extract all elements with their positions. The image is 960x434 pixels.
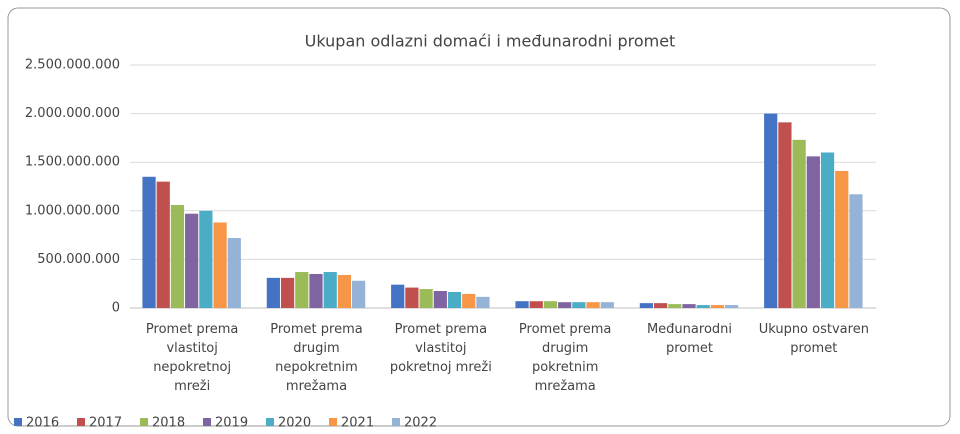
bar	[142, 176, 156, 308]
bar	[778, 122, 792, 309]
legend-label: 2018	[152, 416, 185, 431]
bar	[185, 213, 199, 308]
bar	[792, 139, 806, 308]
chart-title: Ukupan odlazni domaći i međunarodni prom…	[305, 32, 676, 51]
bar	[419, 289, 433, 308]
bar	[433, 290, 447, 308]
bar	[227, 238, 241, 308]
bar	[476, 296, 490, 308]
x-tick-label: Ukupno ostvaren promet	[758, 322, 869, 356]
bar	[280, 277, 295, 308]
bar	[820, 152, 835, 308]
legend-swatch	[329, 418, 337, 426]
bar	[515, 301, 529, 308]
bar	[337, 274, 352, 308]
x-tick-label: Promet prema drugim nepokretnim mrežama	[270, 322, 363, 394]
bar	[696, 305, 710, 308]
legend-swatch	[266, 418, 274, 426]
bar	[213, 222, 227, 308]
legend-label: 2022	[404, 416, 437, 431]
bar	[710, 305, 725, 308]
legend-swatch	[77, 418, 85, 426]
legend-label: 2021	[341, 416, 374, 431]
bar	[156, 181, 170, 308]
bar	[199, 210, 213, 308]
bar	[682, 304, 696, 308]
legend-label: 2016	[26, 416, 59, 431]
x-tick-label: Promet prema vlastitoj nepokretnoj mreži	[145, 322, 239, 394]
bar	[849, 194, 863, 308]
y-tick-label: 500.000.000	[37, 252, 120, 267]
y-tick-label: 2.500.000.000	[25, 58, 120, 73]
legend-swatch	[140, 418, 148, 426]
bar	[391, 284, 405, 308]
bar	[462, 293, 476, 308]
bar	[405, 287, 419, 308]
legend-swatch	[392, 418, 400, 426]
x-tick-label: Promet prema vlastitoj pokretnoj mreži	[389, 322, 492, 375]
y-tick-label: 1.000.000.000	[25, 203, 120, 218]
legend-label: 2020	[278, 416, 311, 431]
legend-label: 2017	[89, 416, 122, 431]
chart-border	[7, 7, 951, 427]
y-tick-label: 0	[112, 301, 120, 316]
bar	[806, 156, 820, 308]
legend-swatch	[14, 418, 22, 426]
bar	[266, 277, 280, 308]
bar	[558, 302, 572, 308]
x-tick-label: Promet prema drugim pokretnim mrežama	[518, 322, 612, 394]
bar	[572, 302, 586, 308]
bar	[668, 304, 682, 308]
bar	[529, 301, 543, 308]
bar	[639, 303, 653, 308]
bar	[352, 280, 366, 308]
bar	[725, 305, 739, 308]
y-tick-label: 1.500.000.000	[25, 155, 120, 170]
bar	[170, 204, 185, 308]
y-tick-label: 2.000.000.000	[25, 106, 120, 121]
bar	[309, 273, 323, 308]
bar	[835, 170, 849, 308]
bar	[543, 301, 558, 308]
legend-swatch	[203, 418, 211, 426]
bar	[295, 272, 309, 308]
bar	[586, 302, 600, 308]
bar	[653, 303, 668, 308]
x-tick-label: Međunarodni promet	[646, 322, 732, 356]
bar	[600, 302, 614, 308]
legend-label: 2019	[215, 416, 248, 431]
bar	[323, 272, 337, 308]
bar	[447, 291, 462, 308]
bar	[764, 113, 778, 308]
